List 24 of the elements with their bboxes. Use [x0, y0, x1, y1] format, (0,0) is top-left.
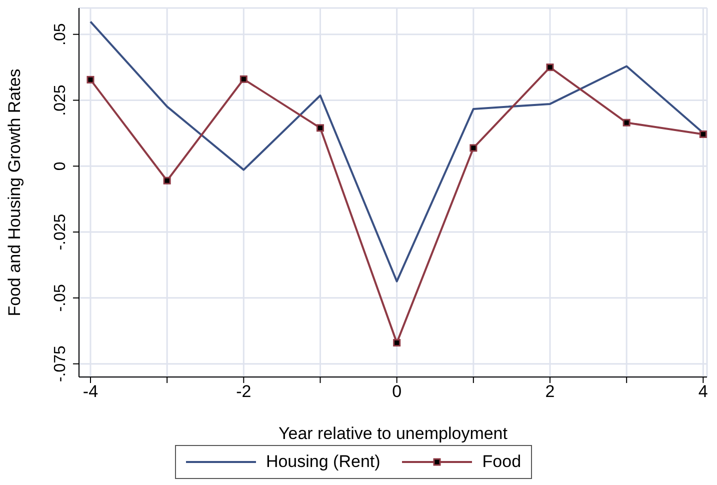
x-tick-label: -4	[82, 382, 98, 402]
point	[393, 338, 401, 346]
point	[546, 64, 554, 72]
x-tick-label: 2	[545, 382, 555, 402]
point	[163, 176, 171, 184]
point	[240, 75, 248, 83]
y-tick-label: .05	[52, 23, 69, 46]
y-tick-label: -.025	[52, 214, 69, 250]
point	[470, 144, 478, 152]
y-tick-label: -.05	[52, 284, 69, 312]
x-tick-label: -2	[236, 382, 252, 402]
point	[316, 124, 324, 132]
y-tick-label: 0	[52, 162, 69, 171]
x-axis-title: Year relative to unemployment	[278, 424, 508, 443]
x-tick-label: 4	[698, 382, 708, 402]
legend-label: Food	[481, 452, 522, 472]
x-tick-label: 0	[392, 382, 402, 402]
y-axis-title: Food and Housing Growth Rates	[5, 68, 24, 316]
y-tick-label: -.075	[52, 345, 69, 382]
point	[699, 130, 707, 138]
y-tick-label: .025	[52, 84, 69, 116]
legend-label: Housing (Rent)	[264, 452, 380, 472]
point	[86, 76, 94, 84]
point	[622, 118, 630, 126]
